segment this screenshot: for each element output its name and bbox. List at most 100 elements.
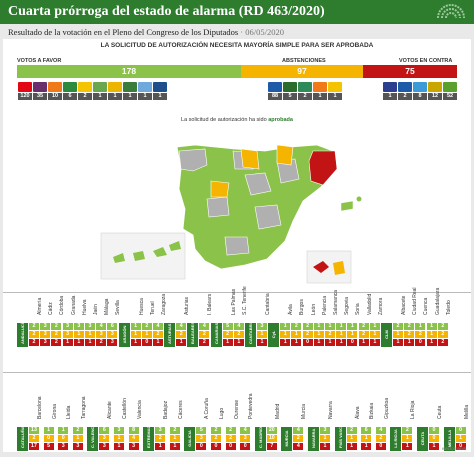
vote-cell-abst: 2 <box>29 435 39 442</box>
party-3: 6 <box>63 82 77 100</box>
page-title: Cuarta prórroga del estado de alarma (RD… <box>8 4 325 19</box>
region-label: NAVARRA <box>308 427 319 451</box>
party-seats: 8 <box>413 93 427 100</box>
party-9: 1 <box>153 82 167 100</box>
vote-cell-contra: 2 <box>29 339 39 346</box>
vote-cell-abst: 2 <box>358 331 369 338</box>
vote-cell-contra: 1 <box>336 339 347 346</box>
vote-cell-favor: 2 <box>211 427 221 434</box>
erc-logo <box>428 82 442 92</box>
vote-cell-abst: 4 <box>128 435 139 442</box>
vote-cell-contra: 7 <box>266 443 277 450</box>
canary-islands <box>113 241 181 263</box>
vote-cell-abst: 10 <box>266 435 277 442</box>
vote-cell-abst: 3 <box>40 331 51 338</box>
vote-cell-favor: 6 <box>107 323 118 330</box>
vote-cell-favor: 1 <box>336 323 347 330</box>
party-8: 1 <box>138 82 152 100</box>
party-seats: 2 <box>398 93 412 100</box>
vote-cell-contra: 1 <box>155 443 166 450</box>
party-1: 35 <box>33 82 47 100</box>
footer-credit: electomania <box>441 446 466 451</box>
vote-cell-abst: 3 <box>107 331 118 338</box>
region-name: GALICIA <box>187 430 193 447</box>
vote-cell-abst: 1 <box>393 331 403 338</box>
vote-cell-favor: 4 <box>375 427 386 434</box>
vote-cell-contra: 0 <box>302 339 313 346</box>
vote-cell-abst: 1 <box>85 331 95 338</box>
vote-cell-favor: 13 <box>29 427 39 434</box>
province-grey-g <box>224 236 250 256</box>
party-seats: 6 <box>63 93 77 100</box>
vote-cell-favor: 5 <box>196 427 207 434</box>
vote-cell-favor: 8 <box>128 427 139 434</box>
vote-cell-abst: 3 <box>240 435 251 442</box>
party-seats: 88 <box>268 93 282 100</box>
header-bar: Cuarta prórroga del estado de alarma (RD… <box>0 0 474 24</box>
vote-cell-contra: 2 <box>96 339 107 346</box>
region-name: MURCIA <box>284 430 290 447</box>
vote-cell-favor: 1 <box>58 427 69 434</box>
vote-cell-contra: 1 <box>153 339 163 346</box>
vote-cell-abst: 1 <box>346 435 357 442</box>
party-seats: 5 <box>283 93 297 100</box>
vote-cell-abst: 2 <box>325 331 335 338</box>
bildu-logo <box>283 82 297 92</box>
vote-cell-contra: 0 <box>415 339 426 346</box>
vote-cell-favor: 1 <box>415 323 426 330</box>
upn-logo <box>153 82 167 92</box>
vote-cell-contra: 1 <box>393 339 403 346</box>
vote-cell-abst: 2 <box>153 331 163 338</box>
vote-cell-contra: 1 <box>291 339 302 346</box>
bng-logo <box>138 82 152 92</box>
map-label-result: aprobada <box>268 117 293 123</box>
vote-cell-favor: 4 <box>233 323 244 330</box>
vote-bar-abst: 97 <box>241 65 363 78</box>
balearic-islands <box>340 200 354 212</box>
vote-cell-abst: 2 <box>404 331 415 338</box>
region-name: LA RIOJA <box>393 429 399 448</box>
vote-cell-favor: 1 <box>325 323 335 330</box>
vote-cell-favor: 4 <box>176 323 187 330</box>
party-18: 12 <box>428 82 442 100</box>
vote-cell-contra: 0 <box>141 339 152 346</box>
vote-cell-contra: 3 <box>107 339 118 346</box>
region-name: CANTABRIA <box>248 320 253 344</box>
vote-cell-favor: 4 <box>199 323 210 330</box>
nc-logo <box>108 82 122 92</box>
vote-bar-favor: 178 <box>17 65 241 78</box>
ceuta-shape <box>313 261 329 273</box>
vote-cell-favor: 3 <box>155 427 166 434</box>
region-name: ANDALUCÍA <box>20 320 25 344</box>
psoe-logo <box>18 82 32 92</box>
party-0: 120 <box>18 82 32 100</box>
vote-cell-contra: 1 <box>404 339 415 346</box>
vote-cell-favor: 0 <box>429 427 439 434</box>
party-seats: 1 <box>93 93 107 100</box>
party-14: 1 <box>328 82 342 100</box>
vote-cell-contra: 0 <box>211 443 221 450</box>
region-label: ASTURIAS <box>164 323 176 347</box>
vote-cell-contra: 5 <box>43 443 54 450</box>
te-logo <box>123 82 137 92</box>
party-seats: 2 <box>298 93 312 100</box>
region-label: CANARIAS <box>210 323 222 347</box>
vote-cell-favor: 4 <box>240 427 251 434</box>
vote-cell-abst: 1 <box>369 331 380 338</box>
separator-middle <box>3 372 471 373</box>
party-seats: 10 <box>48 93 62 100</box>
fa-logo <box>398 82 412 92</box>
region-label: EXTREMADURA <box>143 416 155 451</box>
vote-cell-contra: 1 <box>429 443 439 450</box>
region-name: EXTREMADURA <box>146 416 152 448</box>
region-name: CLM <box>384 330 389 339</box>
vote-cell-contra: 1 <box>325 339 335 346</box>
party-seats: 120 <box>18 93 32 100</box>
vote-cell-favor: 2 <box>437 323 448 330</box>
party-16: 2 <box>398 82 412 100</box>
vote-cell-contra: 0 <box>225 443 236 450</box>
compromis-logo <box>313 82 327 92</box>
party-13: 1 <box>313 82 327 100</box>
region-name: CyL <box>271 330 277 339</box>
cup-logo <box>383 82 397 92</box>
